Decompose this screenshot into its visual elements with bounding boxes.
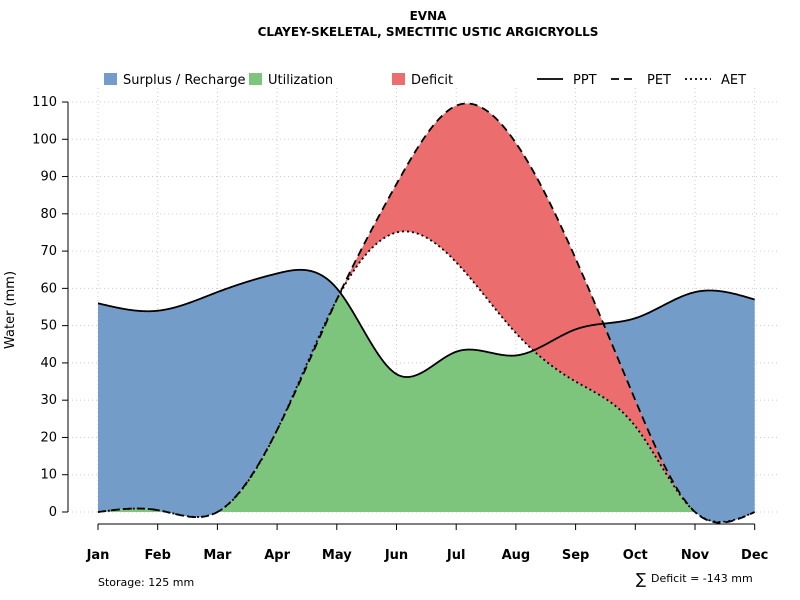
y-tick-label: 80 [40, 207, 57, 222]
y-tick-label: 50 [40, 319, 57, 334]
x-tick-label: Jan [86, 548, 110, 563]
legend-label: PPT [573, 73, 597, 88]
legend-swatch [392, 73, 405, 85]
areas [98, 103, 755, 523]
legend-swatch [104, 73, 117, 85]
deficit-annotation: Deficit = -143 mm [651, 572, 753, 585]
storage-annotation: Storage: 125 mm [98, 576, 194, 589]
legend-swatch [249, 73, 262, 85]
y-tick-label: 40 [40, 356, 57, 371]
chart-title: EVNA [410, 9, 448, 23]
x-tick-label: Sep [562, 548, 590, 563]
surplus-area [98, 269, 755, 523]
legend-label: PET [647, 73, 671, 88]
y-tick-label: 90 [40, 170, 57, 185]
y-tick-label: 60 [40, 281, 57, 296]
y-tick-label: 20 [40, 430, 57, 445]
y-tick-label: 10 [40, 468, 57, 483]
legend-label: AET [721, 73, 746, 88]
deficit-area [98, 103, 755, 522]
legend-label: Utilization [268, 73, 333, 88]
legend-label: Surplus / Recharge [123, 73, 246, 88]
x-tick-label: Jun [384, 548, 408, 563]
x-tick-label: Dec [741, 548, 768, 563]
y-axis-label: Water (mm) [3, 271, 18, 349]
deficit-sum-symbol: ∑ [636, 570, 646, 588]
utilization-area [98, 293, 755, 512]
x-tick-label: Mar [203, 548, 232, 563]
x-tick-label: Feb [144, 548, 170, 563]
x-tick-label: Jul [446, 548, 466, 563]
legend: Surplus / Recharge Utilization Deficit PPT P… [104, 73, 746, 88]
y-tick-label: 0 [49, 505, 57, 520]
series-line-ppt [97, 268, 755, 378]
series-lines [97, 102, 756, 524]
x-tick-label: Apr [264, 548, 290, 563]
axes: 0 10 20 30 40 50 60 70 80 90 100 110 Jan Feb Mar Apr May… [32, 95, 768, 563]
chart-subtitle: CLAYEY-SKELETAL, SMECTITIC USTIC ARGICRY… [258, 25, 599, 39]
y-tick-label: 100 [32, 132, 57, 147]
y-tick-label: 70 [40, 244, 57, 259]
legend-label: Deficit [411, 73, 453, 88]
series-line-aet [97, 230, 756, 523]
x-tick-label: Nov [681, 548, 710, 563]
x-tick-label: Aug [502, 548, 531, 563]
y-tick-label: 30 [40, 393, 57, 408]
x-tick-label: Oct [623, 548, 648, 563]
x-tick-label: May [322, 548, 352, 563]
y-tick-label: 110 [32, 95, 57, 110]
